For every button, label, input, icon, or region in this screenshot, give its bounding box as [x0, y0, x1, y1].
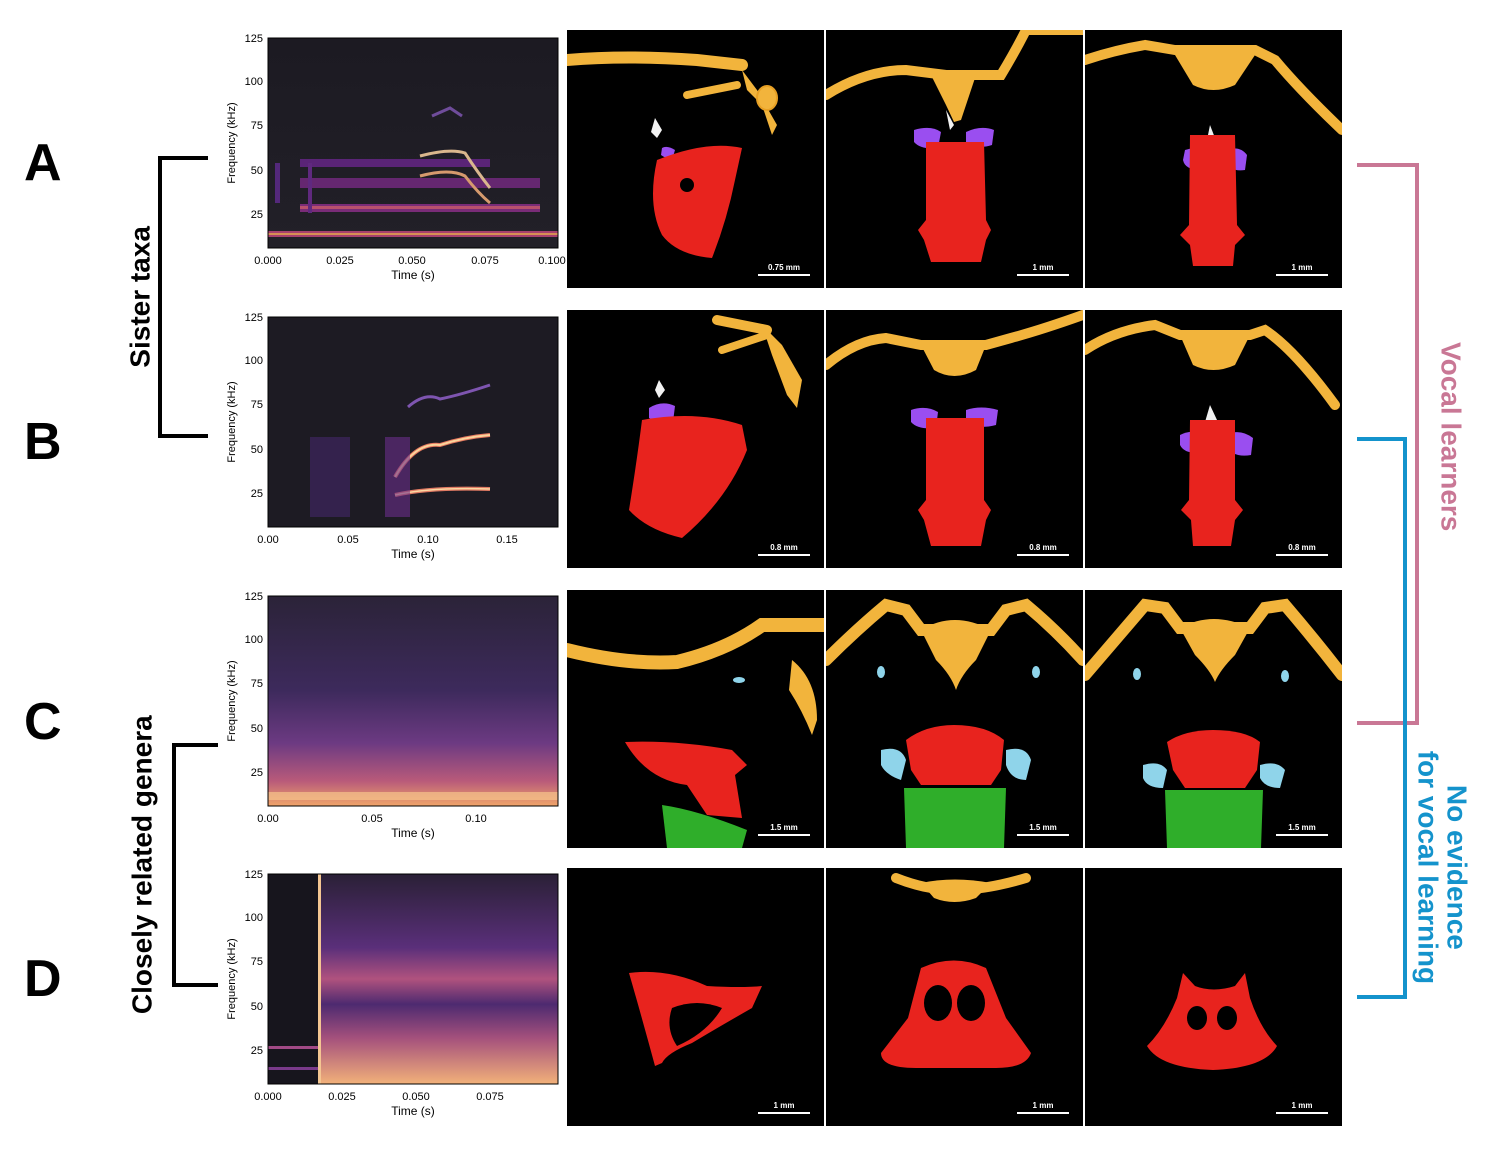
a-ylabel: Frequency (kHz) [226, 102, 238, 183]
no-evidence-line1: No evidence [1441, 784, 1473, 950]
c-ytick-25: 25 [251, 767, 263, 779]
row-letter-d: D [24, 950, 62, 1008]
a-xtick-0: 0.000 [254, 255, 282, 267]
spectrogram-d: 125 100 75 50 25 0.000 0.025 0.050 0.075… [200, 864, 580, 1124]
render-d-front: 1 mm [826, 868, 1083, 1126]
b-ytick-50: 50 [251, 444, 263, 456]
d-ytick-100: 100 [245, 912, 263, 924]
scale-bar: 1 mm [1017, 263, 1069, 276]
vocal-learners-bracket [1357, 163, 1419, 725]
scale-bar: 0.8 mm [1017, 543, 1069, 556]
d-ytick-25: 25 [251, 1045, 263, 1057]
render-a-front: 1 mm [826, 30, 1083, 288]
b-ylabel: Frequency (kHz) [226, 381, 238, 462]
d-ytick-50: 50 [251, 1001, 263, 1013]
a-ytick-25: 25 [251, 209, 263, 221]
c-xtick-0: 0.00 [257, 813, 278, 825]
c-xlabel: Time (s) [391, 826, 435, 840]
sister-taxa-label: Sister taxa [124, 226, 156, 368]
b-ytick-125: 125 [245, 312, 263, 324]
b-xtick-1: 0.05 [337, 534, 358, 546]
a-ytick-75: 75 [251, 120, 263, 132]
render-b-lateral: 0.8 mm [567, 310, 824, 568]
render-b-front: 0.8 mm [826, 310, 1083, 568]
b-xtick-3: 0.15 [496, 534, 517, 546]
a-xtick-3: 0.075 [471, 255, 499, 267]
render-d-back: 1 mm [1085, 868, 1342, 1126]
render-b-back: 0.8 mm [1085, 310, 1342, 568]
sister-taxa-bracket [158, 156, 208, 438]
b-ytick-100: 100 [245, 355, 263, 367]
d-xlabel: Time (s) [391, 1104, 435, 1118]
closely-related-label: Closely related genera [126, 715, 158, 1015]
c-xtick-1: 0.05 [361, 813, 382, 825]
scale-bar: 1.5 mm [758, 823, 810, 836]
a-ytick-125: 125 [245, 33, 263, 45]
render-c-back: 1.5 mm [1085, 590, 1342, 848]
scale-bar: 1 mm [1276, 1101, 1328, 1114]
d-xtick-3: 0.075 [476, 1091, 504, 1103]
scale-bar: 0.8 mm [758, 543, 810, 556]
b-ytick-75: 75 [251, 399, 263, 411]
b-xtick-2: 0.10 [417, 534, 438, 546]
c-ytick-125: 125 [245, 591, 263, 603]
a-xtick-4: 0.100 [538, 255, 566, 267]
render-c-lateral: 1.5 mm [567, 590, 824, 848]
d-xtick-2: 0.050 [402, 1091, 430, 1103]
no-evidence-label: No evidence for vocal learning [1412, 747, 1473, 987]
no-evidence-bracket [1357, 437, 1407, 999]
d-xtick-1: 0.025 [328, 1091, 356, 1103]
scale-bar: 1 mm [1276, 263, 1328, 276]
scale-bar: 1.5 mm [1017, 823, 1069, 836]
render-d-lateral: 1 mm [567, 868, 824, 1126]
d-ytick-125: 125 [245, 869, 263, 881]
a-ytick-50: 50 [251, 165, 263, 177]
no-evidence-line2: for vocal learning [1412, 750, 1443, 985]
row-letter-c: C [24, 693, 62, 751]
spectrogram-a: 125 100 75 50 25 0.000 0.025 0.050 0.075… [200, 28, 580, 288]
c-ytick-75: 75 [251, 678, 263, 690]
scale-bar: 1.5 mm [1276, 823, 1328, 836]
row-letter-b: B [24, 413, 62, 471]
a-xtick-1: 0.025 [326, 255, 354, 267]
a-xlabel: Time (s) [391, 268, 435, 282]
b-xlabel: Time (s) [391, 547, 435, 561]
scale-bar: 1 mm [1017, 1101, 1069, 1114]
scale-bar: 0.75 mm [758, 263, 810, 276]
c-xtick-2: 0.10 [465, 813, 486, 825]
spectrogram-b: 125 100 75 50 25 0.00 0.05 0.10 0.15 Tim… [200, 307, 580, 567]
c-ytick-50: 50 [251, 723, 263, 735]
render-a-lateral: 0.75 mm [567, 30, 824, 288]
closely-related-bracket [172, 743, 218, 987]
render-a-back: 1 mm [1085, 30, 1342, 288]
b-xtick-0: 0.00 [257, 534, 278, 546]
a-ytick-100: 100 [245, 76, 263, 88]
scale-bar: 0.8 mm [1276, 543, 1328, 556]
b-ytick-25: 25 [251, 488, 263, 500]
d-xtick-0: 0.000 [254, 1091, 282, 1103]
c-ytick-100: 100 [245, 634, 263, 646]
render-c-front: 1.5 mm [826, 590, 1083, 848]
spectrogram-c: 125 100 75 50 25 0.00 0.05 0.10 Time (s)… [200, 586, 580, 846]
d-ytick-75: 75 [251, 956, 263, 968]
a-xtick-2: 0.050 [398, 255, 426, 267]
vocal-learners-label: Vocal learners [1435, 342, 1467, 532]
scale-bar: 1 mm [758, 1101, 810, 1114]
d-ylabel: Frequency (kHz) [226, 938, 238, 1019]
row-letter-a: A [24, 134, 62, 192]
c-ylabel: Frequency (kHz) [226, 660, 238, 741]
